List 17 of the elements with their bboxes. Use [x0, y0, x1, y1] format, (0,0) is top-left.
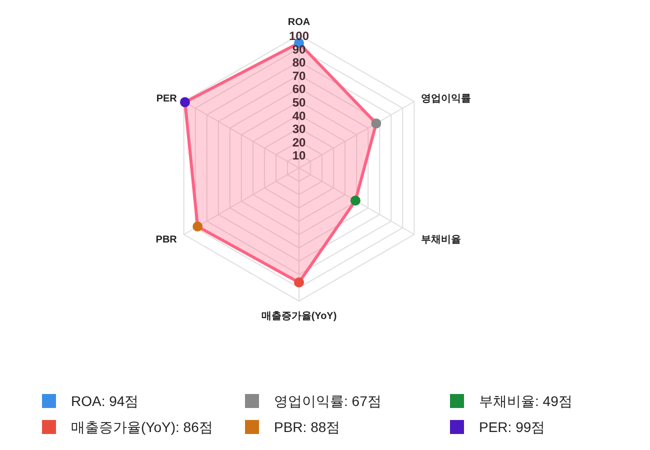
y-tick-label: 50 [292, 96, 306, 110]
y-tick-label: 30 [292, 122, 306, 136]
y-tick-label: 20 [292, 135, 306, 150]
spoke-label: ROA [288, 17, 310, 28]
y-tick-label: 60 [292, 82, 306, 96]
notes: ROA: 94점 영업이익률: 67점 부채비율: 49점 매출증가율(YoY): 86점 PBR: 88점 PER: 99점 [42, 393, 572, 435]
spoke-label: 영업이익률 [421, 94, 472, 105]
spoke-label: PBR [156, 234, 178, 246]
spoke-label: 매출증가율(YoY) [261, 310, 337, 322]
y-tick-label: 10 [292, 148, 306, 163]
y-tick-label: 70 [292, 68, 306, 83]
y-tick-label: 90 [292, 42, 306, 56]
spoke-label: 부채비율 [421, 234, 462, 246]
y-tick-label: 40 [292, 108, 306, 123]
y-tick-label: 100 [288, 29, 310, 43]
y-tick-label: 80 [292, 56, 306, 70]
spoke-label: PER [156, 94, 178, 105]
